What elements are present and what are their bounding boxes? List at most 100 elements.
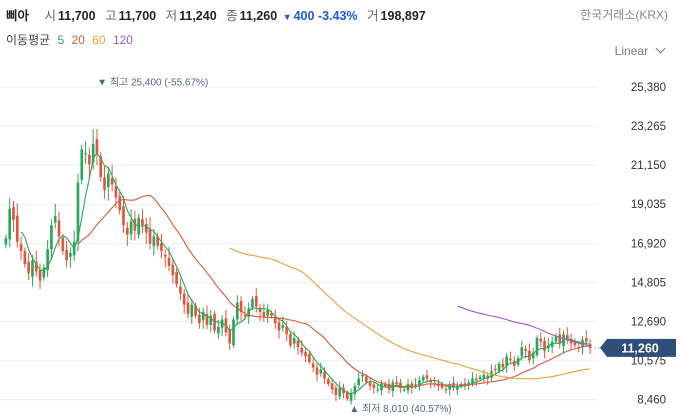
y-tick-label: 19,035 (631, 199, 666, 211)
candle-body (364, 376, 368, 383)
candle-body (292, 337, 296, 344)
scale-label: Linear (614, 44, 648, 58)
candle-body (171, 264, 175, 276)
candle-body (554, 336, 558, 342)
y-tick-label: 16,920 (631, 238, 666, 250)
candle-body (456, 385, 459, 390)
ma-period-5: 5 (57, 33, 65, 47)
candle-body (399, 382, 402, 388)
candle-body (213, 313, 216, 331)
candle-body (80, 149, 84, 180)
candle-body (160, 243, 163, 252)
stock-name: 삐아 (6, 9, 30, 23)
candle-body (372, 384, 376, 388)
candle-body (84, 153, 87, 155)
candle-body (539, 338, 543, 342)
open-value: 11,700 (58, 9, 96, 23)
high-value: 11,700 (118, 9, 157, 23)
candle-body (266, 310, 269, 316)
candle-body (156, 236, 159, 246)
candle-body (4, 238, 8, 245)
candle-body (300, 348, 304, 353)
candle-body (228, 329, 232, 344)
candle-body (15, 215, 19, 242)
candle-body (27, 261, 30, 274)
grid-lines (0, 86, 598, 401)
candle-body (277, 322, 281, 331)
candle-body (103, 177, 106, 191)
ma-legend[interactable]: 이동평균 5 20 60 120 (6, 31, 137, 48)
candle-body (361, 374, 364, 377)
candle-body (175, 271, 178, 285)
y-tick-label: 14,805 (631, 277, 666, 289)
candle-body (42, 267, 46, 278)
volume-value: 198,897 (380, 9, 426, 23)
candle-body (163, 254, 167, 257)
candle-body (23, 251, 27, 265)
candle-body (357, 378, 361, 386)
open-label: 시 (44, 9, 57, 23)
candle-body (304, 351, 307, 357)
candle-body (99, 156, 103, 178)
volume-label: 거 (367, 9, 379, 23)
last-price-label: 11,260 (621, 341, 659, 355)
candle-body (148, 228, 152, 244)
candle-body (330, 383, 334, 390)
close-value: 11,260 (239, 9, 278, 23)
candle-body (509, 358, 512, 361)
low-value: 11,240 (179, 9, 217, 23)
candle-body (349, 393, 353, 401)
candle-body (201, 312, 205, 321)
candle-body (493, 368, 497, 370)
candle-body (524, 348, 527, 351)
candle-body (273, 316, 277, 324)
candle-body (296, 340, 300, 348)
scale-dropdown[interactable]: Linear (614, 43, 666, 58)
candle-body (217, 326, 220, 334)
candle-body (547, 345, 550, 349)
candle-body (323, 371, 326, 379)
candle-body (254, 296, 258, 307)
candle-body (239, 300, 243, 313)
y-tick-label: 8,460 (637, 395, 666, 407)
candle-body (501, 363, 505, 368)
candle-body (478, 376, 482, 380)
candle-body (141, 219, 144, 226)
candle-body (543, 340, 546, 351)
candle-body (308, 354, 311, 362)
candle-body (440, 383, 444, 388)
candle-body (114, 186, 118, 198)
candle-body (410, 383, 414, 388)
candle-body (338, 387, 342, 397)
max-price-annotation: ▼ 최고 25,400 (-55.67%) (97, 77, 208, 89)
candle-body (573, 340, 577, 346)
candle-body (285, 326, 288, 335)
candle-body (38, 270, 42, 281)
candle-body (319, 369, 323, 374)
candle-body (95, 138, 99, 154)
high-label: 고 (105, 9, 117, 23)
candle-body (205, 314, 209, 325)
candle-body (512, 360, 516, 366)
candle-body (444, 389, 448, 391)
candle-body (262, 312, 266, 318)
candle-body (76, 182, 80, 242)
y-tick-label: 23,265 (631, 121, 666, 133)
candle-body (550, 341, 554, 348)
ma-legend-label: 이동평균 (6, 33, 51, 47)
candle-body (194, 305, 197, 316)
ma-period-60: 60 (92, 33, 106, 47)
candle-body (61, 237, 65, 252)
candle-body (88, 154, 91, 165)
candle-body (19, 244, 23, 252)
candle-body (106, 173, 110, 188)
candle-body (209, 315, 213, 325)
candle-body (152, 236, 156, 247)
candle-body (425, 375, 429, 379)
candle-body (182, 293, 186, 305)
candle-body (395, 382, 398, 385)
y-tick-label: 25,380 (631, 82, 666, 94)
candle-body (34, 261, 38, 272)
candle-body (528, 350, 531, 361)
